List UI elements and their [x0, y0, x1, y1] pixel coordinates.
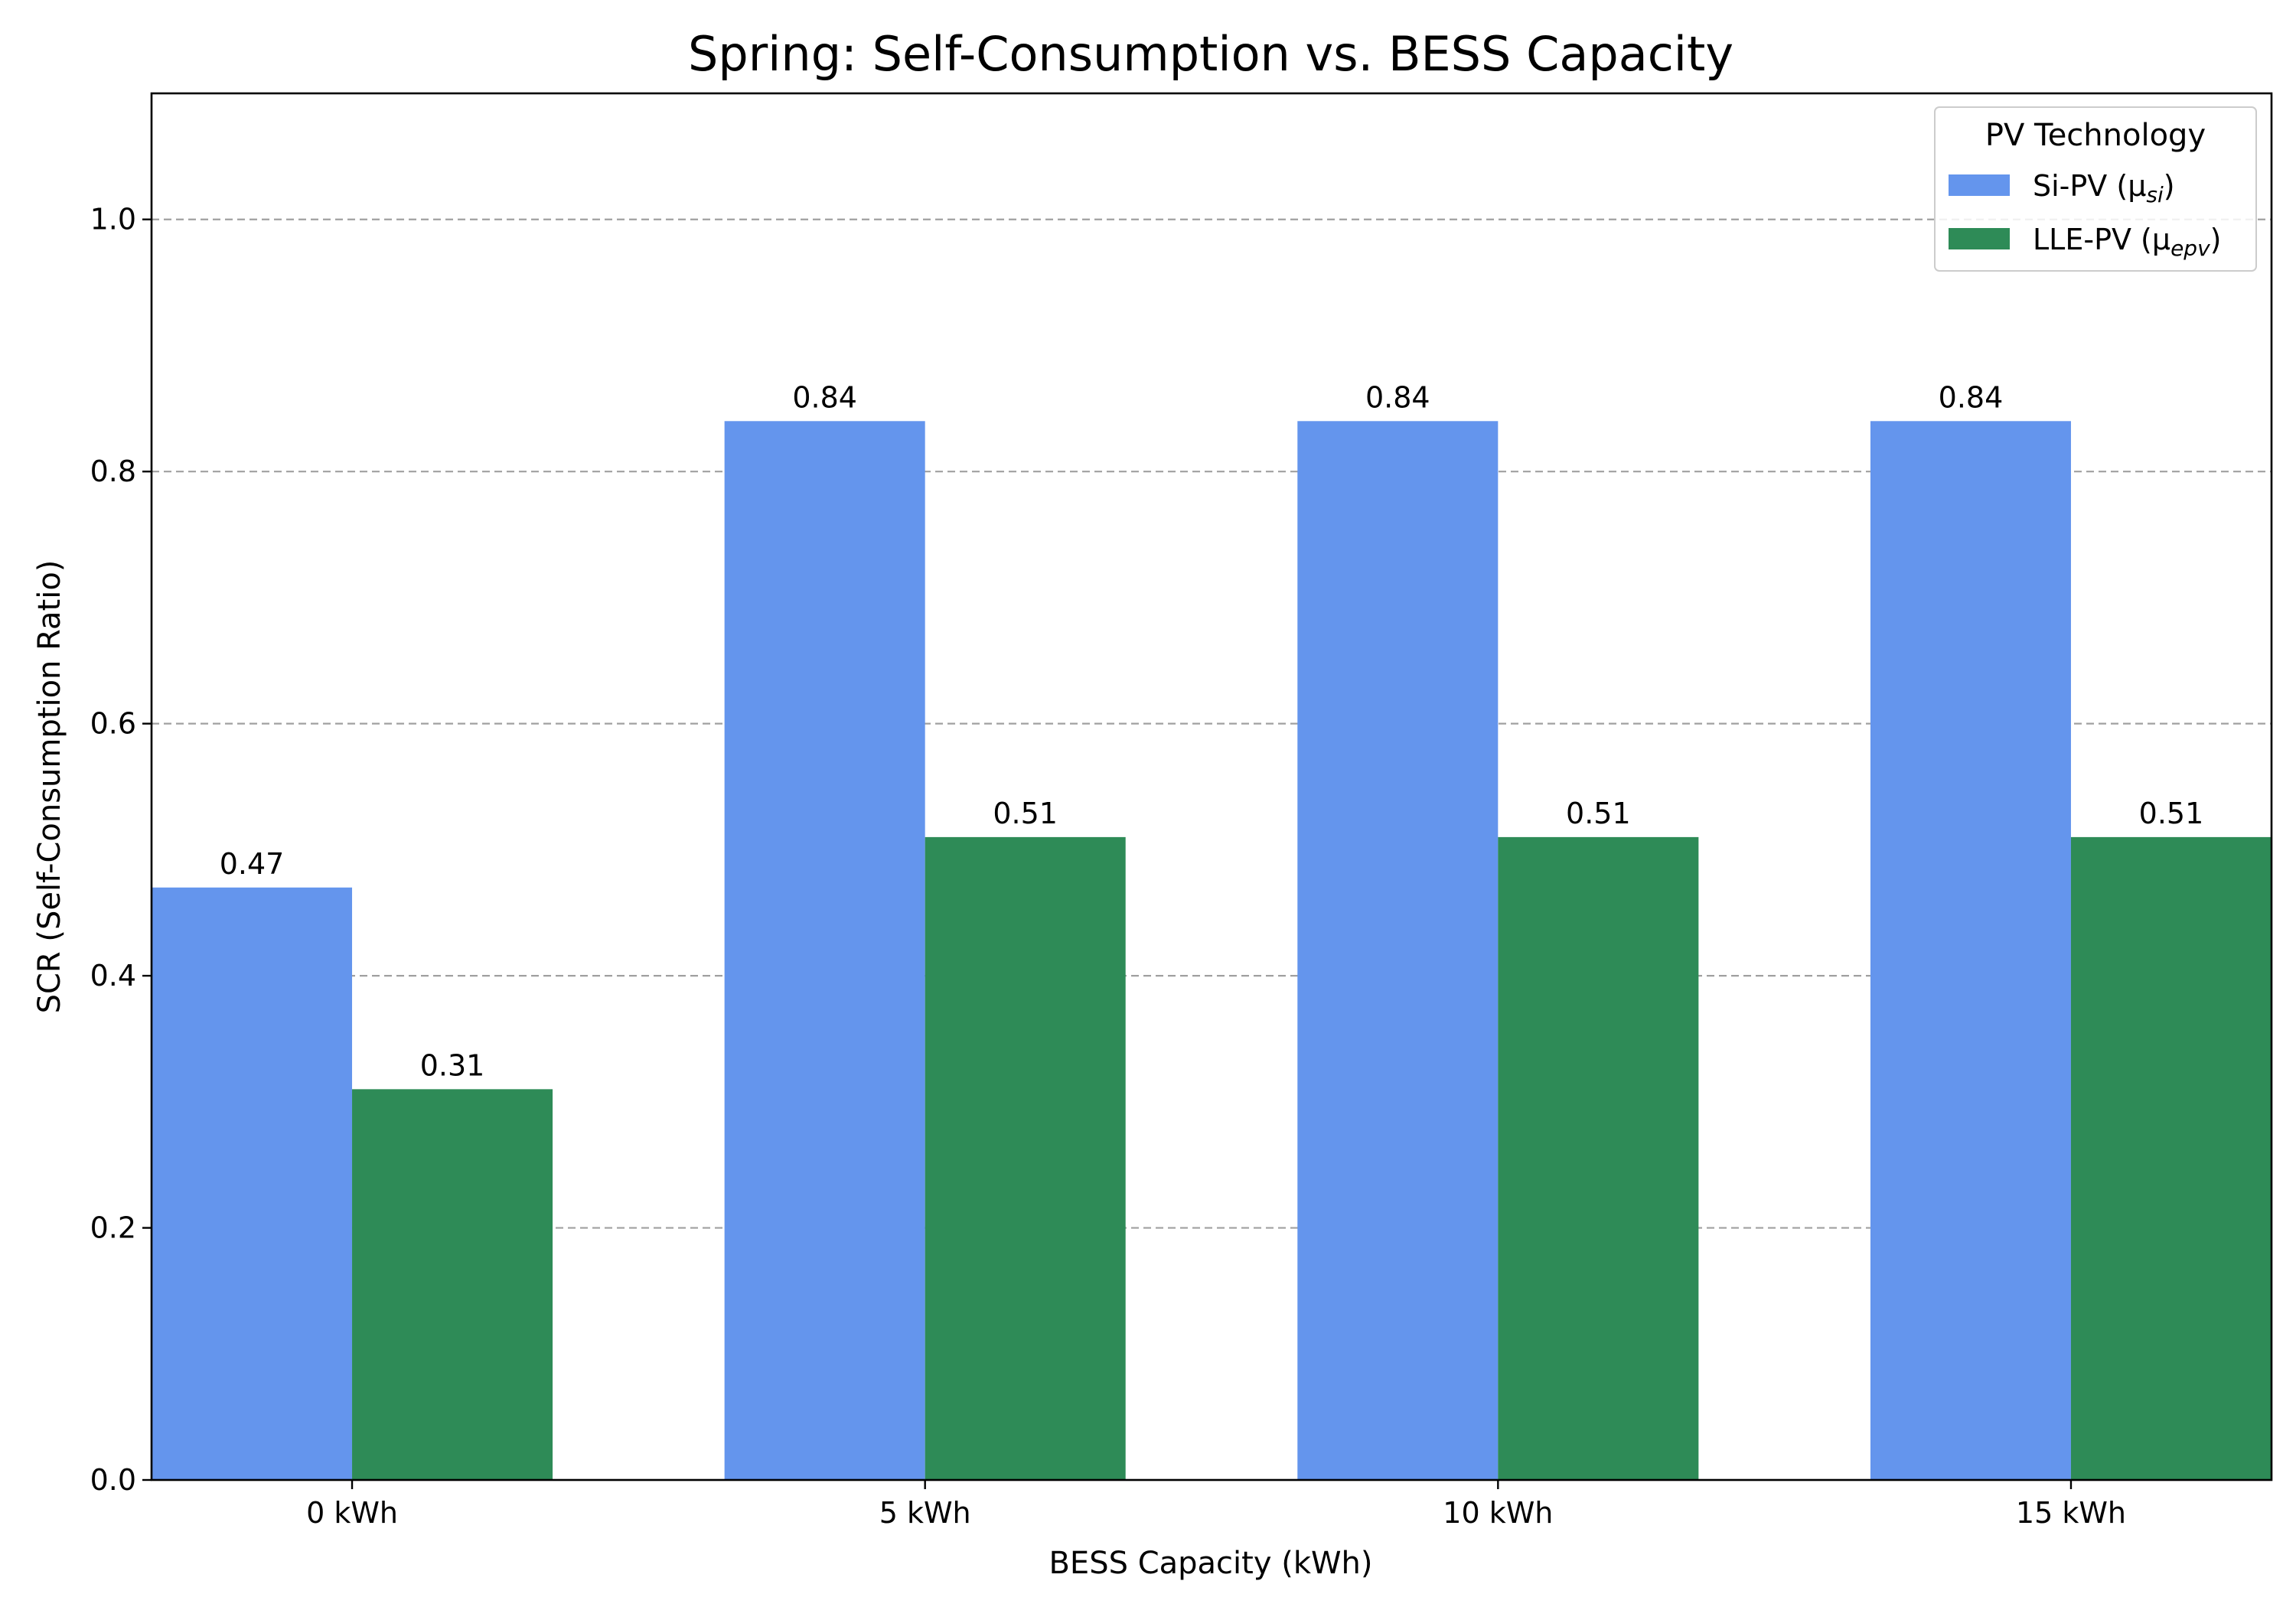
x-tick-label: 15 kWh — [2016, 1496, 2126, 1530]
y-tick-label: 0.6 — [90, 707, 136, 741]
legend-box — [1934, 106, 2257, 272]
y-tick-label: 0.0 — [90, 1463, 136, 1497]
bar-lle-pv — [925, 836, 1126, 1480]
bar-si-pv — [724, 421, 925, 1480]
data-label: 0.84 — [1365, 380, 1430, 414]
data-label: 0.47 — [220, 847, 285, 881]
bar-lle-pv — [2070, 836, 2272, 1480]
data-label: 0.51 — [993, 797, 1058, 830]
bar-lle-pv — [1498, 836, 1699, 1480]
data-labels: 0.47 0.84 0.84 0.84 0.31 0.51 0.51 0.51 — [220, 380, 2204, 1082]
bar-si-pv — [152, 887, 353, 1480]
bar-si-pv — [1870, 421, 2071, 1480]
y-tick-label: 1.0 — [90, 203, 136, 236]
data-label: 0.31 — [420, 1048, 485, 1082]
y-tick-label: 0.4 — [90, 959, 136, 993]
bars — [152, 421, 2272, 1480]
legend-subscript-si: si — [2146, 182, 2164, 207]
legend-subscript-epv: epv — [2170, 236, 2210, 261]
chart-title: Spring: Self-Consumption vs. BESS Capaci… — [688, 26, 1733, 82]
data-label: 0.51 — [2139, 797, 2204, 830]
legend-swatch-lle-pv — [1949, 228, 2010, 249]
data-label: 0.84 — [792, 380, 857, 414]
bar-lle-pv — [352, 1089, 553, 1480]
bar-si-pv — [1297, 421, 1499, 1480]
legend-label-lle-pv: LLE-PV (μepv) — [2033, 223, 2221, 261]
plot-frame — [150, 92, 2273, 1482]
y-tick-label: 0.8 — [90, 455, 136, 488]
x-tick-label: 5 kWh — [879, 1496, 971, 1530]
data-label: 0.84 — [1939, 380, 2004, 414]
legend-title: PV Technology — [1985, 118, 2206, 153]
y-axis-label: SCR (Self-Consumption Ratio) — [32, 560, 67, 1014]
x-axis: 0 kWh 5 kWh 10 kWh 15 kWh — [306, 1480, 2126, 1530]
x-tick-label: 10 kWh — [1443, 1496, 1553, 1530]
legend-swatch-si-pv — [1949, 174, 2010, 196]
legend-label-si-pv: Si-PV (μsi) — [2033, 169, 2175, 207]
x-tick-label: 0 kWh — [306, 1496, 398, 1530]
y-axis: 0.0 0.2 0.4 0.6 0.8 1.0 — [90, 203, 152, 1497]
legend: PV Technology Si-PV (μsi) LLE-PV (μepv) — [1934, 106, 2257, 272]
data-label: 0.51 — [1566, 797, 1631, 830]
y-tick-label: 0.2 — [90, 1211, 136, 1245]
x-axis-label: BESS Capacity (kWh) — [1049, 1546, 1372, 1581]
